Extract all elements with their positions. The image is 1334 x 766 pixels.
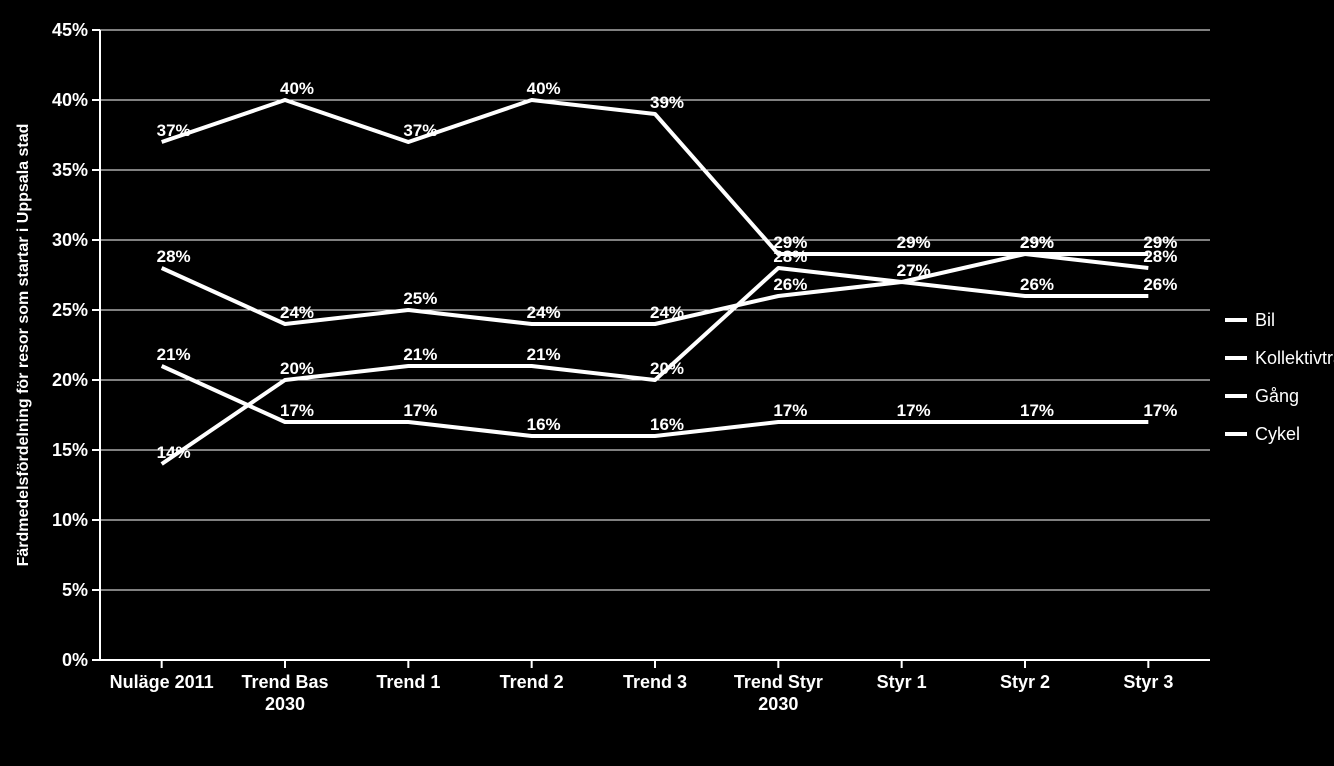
data-label: 17% [280,401,314,420]
data-label: 17% [1020,401,1054,420]
data-label: 24% [650,303,684,322]
data-label: 20% [650,359,684,378]
data-label: 28% [1143,247,1177,266]
data-label: 27% [897,261,931,280]
data-label: 17% [897,401,931,420]
x-tick-label: 2030 [758,694,798,714]
x-tick-label: 2030 [265,694,305,714]
data-label: 37% [157,121,191,140]
data-label: 26% [773,275,807,294]
series-line-bil [162,100,1149,254]
chart-container: 0% 5% 10% 15% 20% 25% 30% 35% 40% 45% Nuläge 2011 T… [0,0,1334,766]
y-tick-label: 0% [62,650,88,670]
data-label: 25% [403,289,437,308]
y-tick-label: 30% [52,230,88,250]
y-tick-label: 25% [52,300,88,320]
data-label: 14% [157,443,191,462]
x-tick-label: Nuläge 2011 [110,672,214,692]
data-label: 17% [403,401,437,420]
x-tick-label: Trend Bas [241,672,328,692]
data-label: 16% [650,415,684,434]
x-tick-label: Styr 3 [1123,672,1173,692]
data-label: 40% [280,79,314,98]
legend-label: Kollektivtrafik [1255,348,1334,368]
data-label: 16% [527,415,561,434]
y-tick-label: 20% [52,370,88,390]
legend-label: Cykel [1255,424,1300,444]
data-label: 28% [773,247,807,266]
x-tick-label: Trend Styr [734,672,823,692]
data-label: 17% [1143,401,1177,420]
data-label: 21% [157,345,191,364]
legend-label: Bil [1255,310,1275,330]
y-tick-label: 5% [62,580,88,600]
y-tick-label: 40% [52,90,88,110]
y-tick-label: 10% [52,510,88,530]
data-label: 24% [527,303,561,322]
y-axis-title: Färdmedelsfördelning för resor som start… [15,124,32,567]
data-label: 26% [1020,275,1054,294]
data-label: 20% [280,359,314,378]
x-tick-label: Styr 1 [877,672,927,692]
line-chart: 0% 5% 10% 15% 20% 25% 30% 35% 40% 45% Nuläge 2011 T… [0,0,1334,766]
data-label: 40% [527,79,561,98]
data-label: 37% [403,121,437,140]
data-label: 28% [157,247,191,266]
x-tick-label: Trend 1 [376,672,440,692]
x-tick-label: Trend 2 [500,672,564,692]
data-label: 21% [527,345,561,364]
x-tick-label: Trend 3 [623,672,687,692]
y-tick-label: 35% [52,160,88,180]
x-tick-label: Styr 2 [1000,672,1050,692]
legend-label: Gång [1255,386,1299,406]
data-label: 39% [650,93,684,112]
y-tick-label: 45% [52,20,88,40]
data-label: 26% [1143,275,1177,294]
data-label: 24% [280,303,314,322]
data-label: 29% [897,233,931,252]
data-label: 17% [773,401,807,420]
data-label: 29% [1020,233,1054,252]
y-tick-label: 15% [52,440,88,460]
data-label: 21% [403,345,437,364]
